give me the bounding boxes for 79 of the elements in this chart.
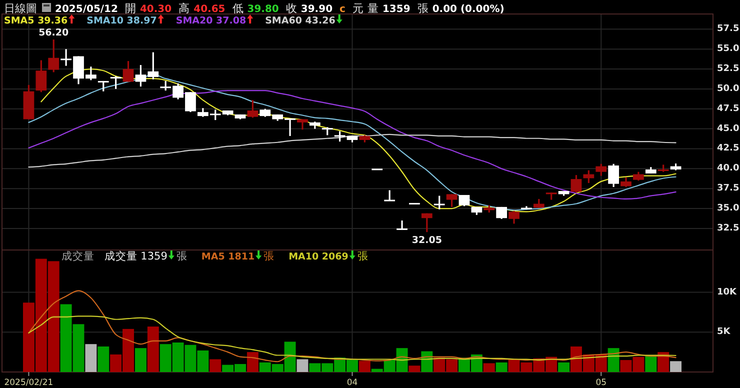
- bar: [358, 360, 370, 372]
- x-tick-label: 05: [596, 378, 607, 388]
- annotation: 收: [286, 2, 297, 15]
- candlestick: [110, 75, 122, 90]
- bar: [483, 363, 495, 372]
- bar: [408, 366, 420, 372]
- annotation: 39.80: [247, 4, 279, 15]
- annotation: 40.65: [194, 4, 226, 15]
- x-tick-label: 2025/02/21: [4, 378, 54, 388]
- chart-title: 日線圖: [4, 2, 37, 15]
- y-tick-label: 45.0: [717, 124, 740, 134]
- annotation: 32.05: [412, 235, 442, 246]
- candlestick: [608, 163, 619, 188]
- y-axis-title: 張: [176, 250, 188, 262]
- text: SMA20 37.08: [176, 16, 246, 26]
- y-tick-label: 47.5: [717, 104, 740, 114]
- y-tick-label: 40.0: [717, 164, 740, 174]
- annotation: 成交量 1359: [104, 250, 168, 262]
- annotation: 56.20: [38, 28, 70, 39]
- annotation: 1359: [382, 4, 410, 15]
- x-tick-label: 04: [346, 378, 358, 388]
- candlestick: [247, 99, 258, 118]
- bar: [246, 352, 258, 372]
- bar: [558, 362, 570, 372]
- candlestick: [596, 163, 607, 177]
- bar: [670, 361, 682, 372]
- line-series: [28, 134, 676, 168]
- bar: [496, 362, 508, 372]
- candlestick: [434, 194, 445, 210]
- y-tick-label: 50.0: [717, 84, 740, 94]
- text: MA5 1811: [201, 252, 255, 262]
- text: 張: [357, 250, 368, 262]
- annotation: 0.00 (0.00%): [432, 4, 504, 15]
- text: SMA5 39.36: [4, 16, 68, 26]
- bar: [645, 355, 657, 372]
- candlestick: [122, 60, 134, 83]
- bar: [210, 359, 222, 372]
- bar: [147, 326, 159, 372]
- line-series: [28, 290, 676, 362]
- candlestick: [421, 212, 432, 233]
- y-tick-label: 10K: [717, 287, 738, 298]
- annotation: 39.90: [300, 4, 333, 15]
- text: MA10 2069: [288, 252, 348, 262]
- annotation: c: [340, 4, 346, 15]
- candlestick: [620, 176, 632, 188]
- y-tick-label: 42.5: [717, 144, 740, 154]
- candlestick: [334, 130, 346, 142]
- annotation: 高: [178, 2, 190, 15]
- candlestick: [48, 38, 60, 74]
- bar: [98, 346, 110, 372]
- annotation: 開: [124, 2, 136, 15]
- y-tick-label: 57.5: [717, 24, 740, 34]
- candlestick: [446, 193, 458, 208]
- y-tick-label: 32.5: [717, 223, 740, 234]
- bar: [85, 344, 97, 372]
- annotation: 元: [352, 2, 364, 15]
- bar: [134, 348, 146, 372]
- bar: [296, 359, 308, 372]
- annotation: 張: [417, 2, 428, 15]
- line-series: [28, 316, 676, 361]
- annotation: 40.30: [140, 4, 172, 15]
- candlestick: [297, 118, 308, 130]
- y-tick-label: 52.5: [717, 64, 740, 74]
- annotation: 2025/05/12: [55, 4, 118, 15]
- candlestick: [570, 174, 582, 194]
- candlestick: [396, 220, 408, 230]
- annotation: 低: [232, 2, 244, 15]
- y-tick-label: 37.5: [717, 184, 740, 194]
- text: SMA10 38.97: [86, 16, 157, 26]
- text: 張: [264, 250, 275, 262]
- candlestick: [384, 189, 396, 202]
- candlestick: [36, 59, 47, 93]
- y-tick-label: 35.0: [717, 204, 740, 214]
- text: SMA60 43.26: [265, 16, 336, 26]
- candlestick: [508, 210, 520, 224]
- chart-title: 成交量: [61, 250, 94, 262]
- y-tick-label: 5K: [717, 327, 732, 338]
- y-tick-label: 55.0: [717, 44, 740, 54]
- annotation: 量: [367, 2, 378, 15]
